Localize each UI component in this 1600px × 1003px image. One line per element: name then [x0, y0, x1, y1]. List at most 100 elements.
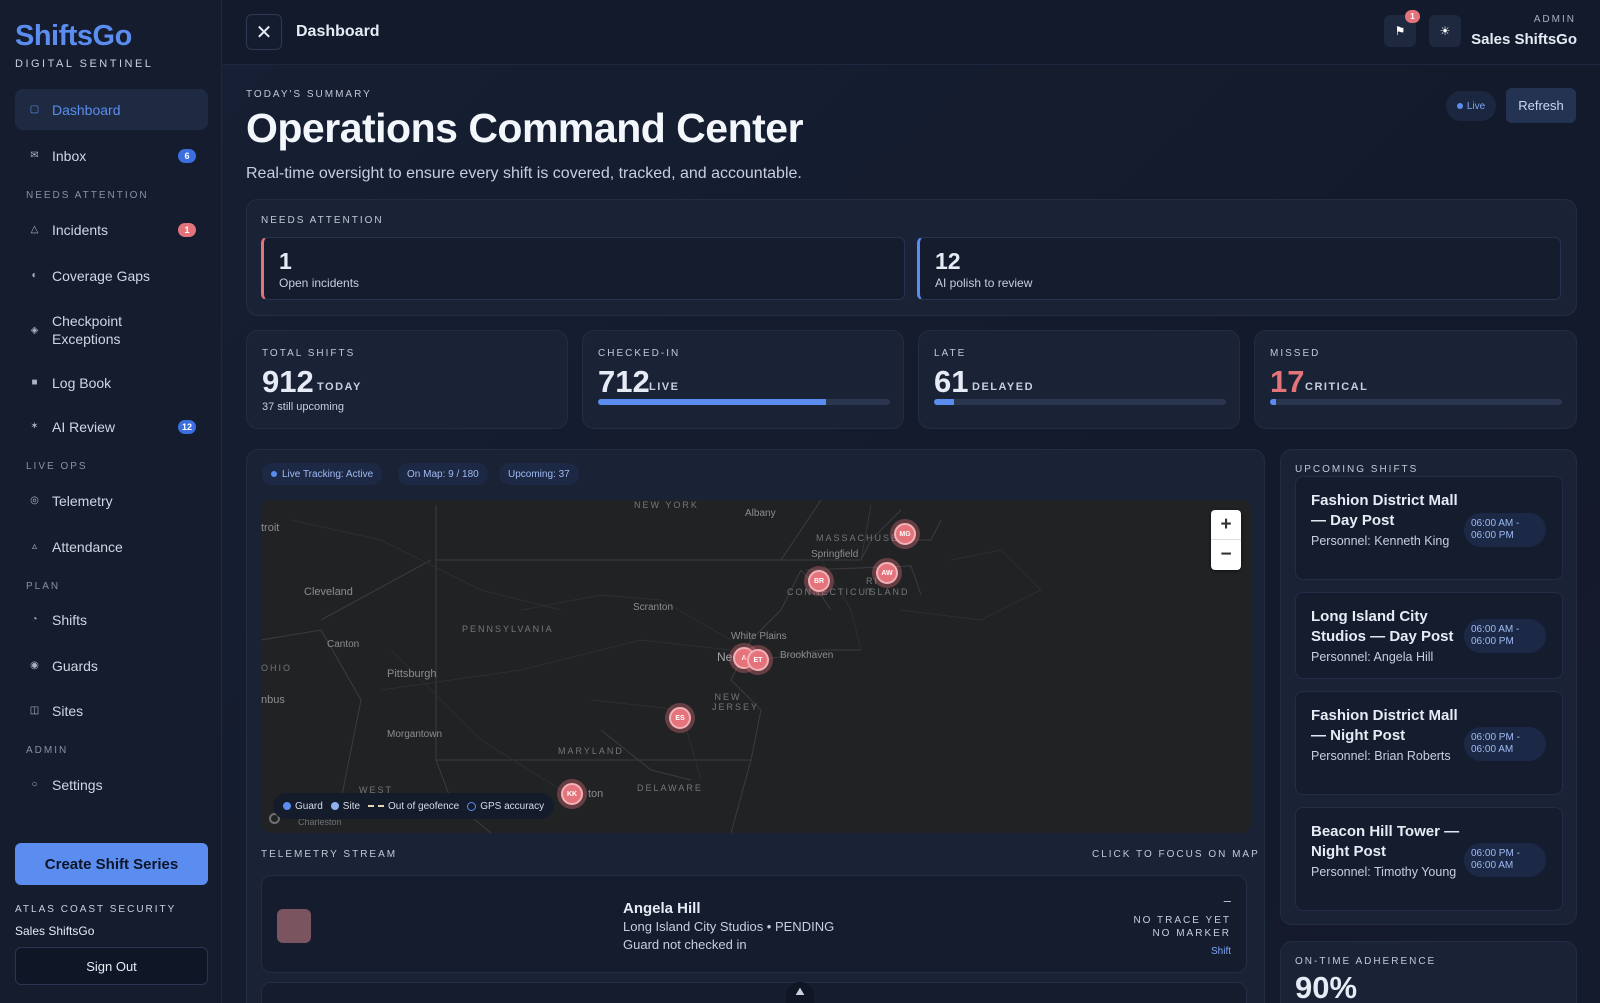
sidebar-item-label: AI Review [52, 418, 116, 435]
map-label: RI [866, 576, 879, 586]
sidebar-item-label: Checkpoint Exceptions [52, 313, 123, 347]
sidebar-item-dashboard[interactable]: ▢ Dashboard [15, 89, 208, 130]
sidebar-item-label: Incidents [52, 221, 109, 238]
map-label: Morgantown [387, 729, 443, 740]
upcoming-shift-card[interactable]: Long Island City Studios — Day Post Pers… [1295, 592, 1563, 679]
upcoming-shift-card[interactable]: Fashion District Mall — Night Post Perso… [1295, 691, 1563, 795]
map-marker[interactable]: ES [669, 707, 691, 729]
sidebar-item-log-book[interactable]: ■ Log Book [15, 362, 208, 403]
theme-toggle-icon[interactable]: ☀ [1429, 15, 1461, 47]
map-label: troit [261, 522, 280, 534]
shift-personnel: Personnel: Kenneth King [1311, 534, 1450, 548]
sidebar-item-attendance[interactable]: ▵ Attendance [15, 526, 208, 567]
map-marker[interactable]: AW [876, 562, 898, 584]
sidebar-item-shifts[interactable]: ◔ Shifts [15, 599, 208, 640]
sidebar-item-sites[interactable]: ◫ Sites [15, 690, 208, 731]
sidebar-item-checkpoint-exceptions[interactable]: ◈ Checkpoint Exceptions [15, 307, 208, 353]
sidebar-item-label: Coverage Gaps [52, 267, 151, 284]
user-role: ADMIN [1533, 14, 1576, 25]
map-label: NEW YORK [634, 500, 699, 510]
map-label: Springfield [811, 549, 859, 560]
sidebar-item-label: Attendance [52, 538, 123, 555]
progress-fill [1270, 399, 1276, 405]
sidebar-item-coverage-gaps[interactable]: ◐ Coverage Gaps [15, 255, 208, 296]
telemetry-site: Long Island City Studios • PENDING [623, 919, 835, 934]
ai-polish-card[interactable]: 12 AI polish to review [917, 237, 1561, 300]
sidebar-item-settings[interactable]: ○ Settings [15, 764, 208, 805]
shift-title: Fashion District Mall — Night Post [1311, 707, 1458, 744]
telemetry-type-link[interactable]: Shift [1210, 946, 1231, 957]
stat-caption: TOTAL SHIFTS [262, 348, 356, 359]
live-tracking-map[interactable]: NEW YORK Albany MASSACHUSETT Springfield… [261, 500, 1251, 833]
stat-caption: MISSED [1270, 348, 1321, 359]
legend-label: GPS accuracy [480, 800, 545, 812]
shift-time-badge: 06:00 PM -06:00 AM [1464, 843, 1546, 877]
adherence-panel [1280, 941, 1577, 1003]
shift-time-end: 06:00 AM [1471, 860, 1514, 871]
legend-geofence: Out of geofence [368, 801, 459, 812]
map-label: Charleston [298, 817, 342, 827]
shift-title: Beacon Hill Tower — Night Post [1311, 823, 1460, 860]
stat-note: 37 still upcoming [262, 401, 344, 413]
map-marker[interactable]: KK [561, 783, 583, 805]
stat-value: 61 [934, 364, 969, 399]
brand-logo[interactable]: ShiftsGo [15, 20, 132, 52]
dashed-line-icon [368, 805, 385, 807]
sidebar-item-label: Guards [52, 657, 98, 674]
telemetry-heading: TELEMETRY STREAM [261, 849, 398, 860]
sidebar-item-guards[interactable]: ◉ Guards [15, 645, 208, 686]
upcoming-shift-card[interactable]: Beacon Hill Tower — Night Post Personnel… [1295, 807, 1563, 911]
map-attribution-icon[interactable] [269, 813, 280, 824]
map-label: White Plains [731, 631, 787, 642]
building-icon: ◫ [29, 705, 40, 716]
top-bar [222, 0, 1600, 65]
sidebar-item-label: Inbox [52, 147, 87, 164]
user-menu[interactable]: Sales ShiftsGo [1471, 31, 1577, 48]
shift-time-end: 06:00 PM [1471, 636, 1514, 647]
sidebar-item-inbox[interactable]: ✉ Inbox 6 [15, 135, 208, 176]
progress-fill [598, 399, 826, 405]
sidebar-item-label: Dashboard [52, 101, 121, 118]
site-dot-icon [330, 802, 339, 810]
stat-unit: LIVE [649, 381, 680, 393]
refresh-button[interactable]: Refresh [1506, 88, 1576, 123]
telemetry-guard-name: Angela Hill [623, 900, 701, 917]
inbox-badge: 6 [178, 149, 196, 163]
late-card: LATE 61 DELAYED [918, 330, 1240, 429]
ai-polish-count: 12 [935, 248, 961, 274]
shift-time-badge: 06:00 AM -06:00 PM [1464, 619, 1546, 653]
stat-caption: LATE [934, 348, 967, 359]
map-label: Albany [745, 508, 776, 519]
stat-value: 912 [262, 364, 314, 399]
map-label: MARYLAND [558, 746, 624, 756]
map-zoom-control: + − [1211, 510, 1241, 570]
create-shift-series-button[interactable]: Create Shift Series [15, 843, 208, 885]
stat-unit: DELAYED [972, 381, 1035, 393]
sidebar-item-telemetry[interactable]: ◎ Telemetry [15, 480, 208, 521]
missed-progress [1270, 399, 1562, 405]
zoom-out-button[interactable]: − [1220, 544, 1232, 565]
map-marker[interactable]: BR [808, 570, 830, 592]
zoom-in-button[interactable]: + [1211, 510, 1241, 540]
dashboard-icon: ▢ [29, 104, 40, 115]
close-icon[interactable]: ✕ [246, 14, 282, 50]
progress-fill [934, 399, 954, 405]
page-title: Dashboard [296, 23, 380, 40]
shift-time-end: 06:00 PM [1471, 530, 1514, 541]
upcoming-shift-card[interactable]: Fashion District Mall — Day Post Personn… [1295, 476, 1563, 580]
map-marker[interactable]: ET [747, 649, 769, 671]
brand-tagline: DIGITAL SENTINEL [15, 58, 154, 70]
telemetry-item[interactable] [261, 982, 1247, 1003]
sign-out-button[interactable]: Sign Out [15, 947, 208, 985]
sidebar-item-label: Sites [52, 702, 84, 719]
shift-title: Fashion District Mall — Day Post [1311, 492, 1458, 529]
map-label: Brookhaven [780, 650, 834, 661]
sidebar-item-ai-review[interactable]: ✶ AI Review 12 [15, 406, 208, 447]
telemetry-item[interactable]: Angela Hill Long Island City Studios • P… [261, 875, 1247, 973]
stat-unit: TODAY [317, 381, 362, 393]
sidebar-item-incidents[interactable]: △ Incidents 1 [15, 209, 208, 250]
map-marker[interactable]: MG [894, 523, 916, 545]
open-incidents-card[interactable]: 1 Open incidents [261, 237, 905, 300]
gps-ring-icon [467, 801, 477, 811]
late-progress [934, 399, 1226, 405]
